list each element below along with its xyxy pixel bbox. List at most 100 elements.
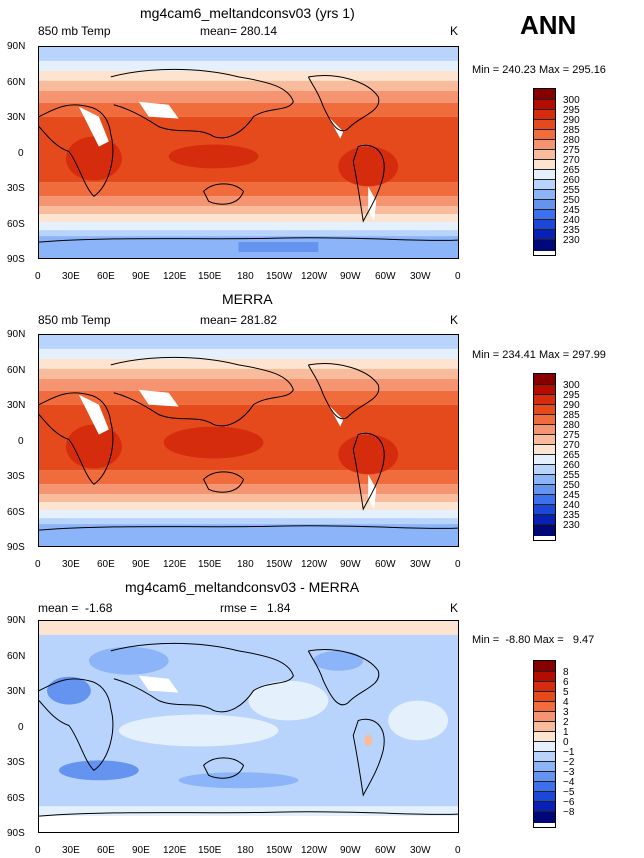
colorbar-label: 240	[563, 500, 580, 511]
lon-tick: 90W	[340, 845, 361, 856]
colorbar-swatch	[534, 150, 555, 160]
colorbar-swatch	[534, 455, 555, 465]
panel-1-minmax: Min = 240.23 Max = 295.16	[472, 64, 606, 76]
panel-2-colorbar	[533, 373, 556, 541]
lat-tick: 30N	[7, 112, 26, 123]
colorbar-swatch	[534, 465, 555, 475]
panel-1-left-label: 850 mb Temp	[38, 24, 111, 38]
colorbar-swatch	[534, 374, 555, 385]
colorbar-swatch	[534, 812, 555, 823]
colorbar-label: 295	[563, 390, 580, 401]
lon-tick: 120W	[301, 845, 328, 856]
colorbar-label: 0	[563, 737, 569, 748]
lon-tick: 0	[35, 559, 41, 570]
colorbar-label: 265	[563, 450, 580, 461]
lon-tick: 30E	[62, 845, 80, 856]
lon-tick: 90E	[132, 845, 150, 856]
lon-tick: 120E	[163, 559, 187, 570]
panel-1-mean: mean= 280.14	[200, 24, 278, 38]
colorbar-label: 270	[563, 440, 580, 451]
lat-tick: 90N	[7, 41, 26, 52]
panel-2-title: MERRA	[222, 291, 273, 307]
lat-tick: 0	[18, 436, 24, 447]
lat-tick: 0	[18, 722, 24, 733]
lon-tick: 180	[237, 271, 254, 282]
colorbar-swatch	[534, 712, 555, 722]
colorbar-label: 5	[563, 687, 569, 698]
lon-tick: 150W	[266, 271, 293, 282]
lat-tick: 90S	[7, 542, 25, 553]
colorbar-swatch	[534, 190, 555, 200]
colorbar-swatch	[534, 425, 555, 435]
lat-tick: 90S	[7, 254, 25, 265]
lon-tick: 0	[455, 271, 461, 282]
panel-2-mean: mean= 281.82	[200, 313, 278, 327]
panel-3-mean: mean = -1.68	[38, 601, 113, 615]
colorbar-swatch	[534, 180, 555, 190]
lat-tick: 30S	[7, 183, 25, 194]
lon-tick: 150W	[266, 845, 293, 856]
colorbar-label: 275	[563, 145, 580, 156]
lon-tick: 0	[35, 271, 41, 282]
colorbar-swatch	[534, 772, 555, 782]
colorbar-label: 230	[563, 235, 580, 246]
season-label: ANN	[520, 10, 577, 40]
lat-tick: 60N	[7, 365, 26, 376]
colorbar-swatch	[534, 732, 555, 742]
colorbar-swatch	[534, 495, 555, 505]
panel-3-title: mg4cam6_meltandconsv03 - MERRA	[125, 579, 360, 595]
colorbar-swatch	[534, 702, 555, 712]
panel-2-minmax: Min = 234.41 Max = 297.99	[472, 349, 606, 361]
colorbar-swatch	[534, 230, 555, 240]
colorbar-swatch	[534, 661, 555, 672]
colorbar-label: 290	[563, 115, 580, 126]
lat-tick: 30S	[7, 757, 25, 768]
panel-2-unit: K	[450, 313, 459, 327]
lon-tick: 150E	[198, 271, 222, 282]
lon-tick: 150E	[198, 845, 222, 856]
lon-tick: 0	[35, 845, 41, 856]
lat-tick: 60N	[7, 77, 26, 88]
colorbar-swatch	[534, 762, 555, 772]
lon-tick: 30W	[410, 845, 431, 856]
lon-tick: 120E	[163, 845, 187, 856]
colorbar-label: −2	[563, 757, 575, 768]
lat-tick: 30N	[7, 686, 26, 697]
colorbar-swatch	[534, 475, 555, 485]
lat-tick: 60S	[7, 219, 25, 230]
colorbar-swatch	[534, 405, 555, 415]
colorbar-label: 245	[563, 490, 580, 501]
colorbar-label: 275	[563, 430, 580, 441]
colorbar-label: 235	[563, 225, 580, 236]
colorbar-swatch	[534, 485, 555, 495]
panel-3-colorbar	[533, 660, 556, 828]
colorbar-swatch	[534, 782, 555, 792]
colorbar-swatch	[534, 752, 555, 762]
colorbar-swatch	[534, 415, 555, 425]
lon-tick: 30E	[62, 559, 80, 570]
panel-1-unit: K	[450, 24, 459, 38]
colorbar-label: 3	[563, 707, 569, 718]
colorbar-label: 260	[563, 175, 580, 186]
colorbar-swatch	[534, 385, 555, 395]
colorbar-swatch	[534, 692, 555, 702]
lon-tick: 120E	[163, 271, 187, 282]
lon-tick: 120W	[301, 271, 328, 282]
colorbar-swatch	[534, 445, 555, 455]
lon-tick: 150W	[266, 559, 293, 570]
lon-tick: 150E	[198, 559, 222, 570]
panel-3-rmse: rmse = 1.84	[220, 601, 291, 615]
lat-tick: 90N	[7, 615, 26, 626]
colorbar-swatch	[534, 525, 555, 536]
colorbar-label: 255	[563, 185, 580, 196]
panel-1-title: mg4cam6_meltandconsv03 (yrs 1)	[140, 5, 355, 21]
colorbar-swatch	[534, 722, 555, 732]
colorbar-swatch	[534, 672, 555, 682]
colorbar-label: 250	[563, 195, 580, 206]
colorbar-swatch	[534, 210, 555, 220]
lon-tick: 90E	[132, 271, 150, 282]
colorbar-label: 300	[563, 95, 580, 106]
colorbar-label: −3	[563, 767, 575, 778]
panel-3-unit: K	[450, 601, 459, 615]
lon-tick: 90W	[340, 271, 361, 282]
